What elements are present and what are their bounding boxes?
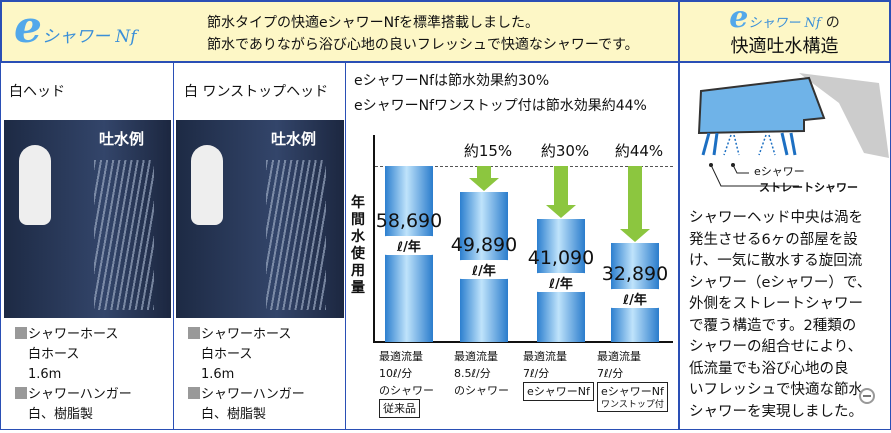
label-eshower: eシャワー [754, 165, 805, 178]
reduction-arrow-shaft [628, 166, 642, 230]
category-label: 最適流量 10ℓ/分のシャワー従来品 [379, 348, 459, 418]
category-line: 最適流量 [454, 350, 498, 363]
effect-text: eシャワーNfは節水効果約30% eシャワーNfワンストップ付は節水効果約44% [354, 69, 647, 119]
effect-line1: eシャワーNfは節水効果約30% [354, 73, 550, 89]
photo-label: 吐水例 [271, 130, 317, 148]
reduction-arrow-shaft [477, 166, 491, 179]
description-line: 発生させる6ヶの部屋を設 [689, 231, 858, 248]
description-line: で覆う構造です。2種類の [689, 317, 857, 334]
category-label: 最適流量 7ℓ/分 eシャワーNf [523, 348, 603, 401]
header-text: 節水タイプの快適eシャワーNfを標準搭載しました。 節水でありながら浴び心地の良… [207, 12, 639, 56]
description-line: 低流量でも浴び心地の良 [689, 360, 849, 377]
category-line: のシャワー [379, 384, 434, 397]
spec-list: シャワーホース 白ホース 1.6m シャワーハンガー 白、樹脂製 [188, 325, 305, 425]
bar-value-label: 49,890 [450, 234, 518, 257]
water-saving-chart-panel: eシャワーNfは節水効果約30% eシャワーNfワンストップ付は節水効果約44% [345, 62, 680, 430]
category-line: 7ℓ/分 [597, 367, 624, 380]
description-line: シャワーヘッド中央は渦を [689, 210, 863, 226]
eshower-logo: eシャワー Nf [14, 2, 137, 53]
structure-title: 快適吐水構造 [730, 36, 839, 57]
water-spray-image [94, 160, 154, 310]
description-line: け、一気に散水する旋回流 [689, 253, 863, 269]
bar-unit-label: ℓ/年 [454, 260, 514, 280]
category-line: 10ℓ/分 [379, 367, 413, 380]
category-line: のシャワー [454, 384, 509, 397]
description-line: シャワーの組合せにより、 [689, 339, 863, 355]
description-line: いフレッシュで快適な節水 [689, 382, 863, 398]
category-line: 最適流量 [379, 350, 423, 363]
product-title: 白 ワンストップヘッド [184, 84, 329, 100]
product-onestop-head: 白 ワンストップヘッド 吐水例 シャワーホース 白ホース 1.6m シャワーハン… [173, 62, 346, 430]
description-line: シャワーを実現しました。 [689, 403, 863, 420]
structure-description: シャワーヘッド中央は渦を 発生させる6ヶの部屋を設 け、一気に散水する旋回流 シャワー… [689, 208, 871, 423]
bar-unit-label: ℓ/年 [531, 272, 591, 292]
header-line1: 節水タイプの快適eシャワーNfを標準搭載しました。 [207, 15, 540, 31]
bar-value-label: 41,090 [527, 246, 595, 269]
reduction-arrow-shaft [554, 166, 568, 205]
y-axis [373, 135, 375, 343]
label-straight-shower: ストレートシャワー [759, 181, 858, 194]
reduction-arrow-head [546, 204, 576, 218]
category-tag: 従来品 [379, 399, 420, 418]
zoom-out-icon[interactable] [859, 388, 875, 404]
reduction-label: 約15% [463, 142, 513, 160]
product-white-head: 白ヘッド 吐水例 シャワーホース 白ホース 1.6m シャワーハンガー 白、樹脂… [0, 62, 174, 430]
category-tag: eシャワーNf ワンストップ付 [597, 382, 668, 412]
structure-header: eシャワー Nf の 快適吐水構造 [678, 0, 891, 63]
category-line: 7ℓ/分 [523, 367, 550, 380]
category-label: 最適流量 7ℓ/分 eシャワーNf ワンストップ付 [597, 348, 677, 412]
shower-head-diagram [697, 73, 889, 187]
water-spray-image [266, 160, 326, 310]
category-label: 最適流量 8.5ℓ/分のシャワー [454, 348, 534, 399]
bar-unit-label: ℓ/年 [605, 289, 665, 309]
eshower-logo-small: eシャワー Nf の [729, 0, 840, 35]
description-line: 外側をストレートシャワー [689, 296, 863, 312]
reduction-arrow-head [620, 229, 650, 243]
reduction-arrow-head [469, 178, 499, 192]
category-line: 最適流量 [523, 350, 567, 363]
y-axis-label: 年間水使用量 [351, 195, 365, 296]
header-banner: eシャワー Nf 節水タイプの快適eシャワーNfを標準搭載しました。 節水であり… [0, 0, 680, 63]
spec-list: シャワーホース 白ホース 1.6m シャワーハンガー 白、樹脂製 [15, 325, 132, 425]
product-title: 白ヘッド [9, 84, 65, 100]
x-axis [373, 341, 673, 343]
photo-label: 吐水例 [99, 130, 145, 148]
header-line2: 節水でありながら浴び心地の良いフレッシュで快適なシャワーです。 [207, 37, 639, 53]
shower-photo: 吐水例 [4, 120, 171, 318]
structure-panel: eシャワー ストレートシャワー シャワーヘッド中央は渦を 発生させる6ヶの部屋を設… [678, 62, 891, 430]
bar-unit-label: ℓ/年 [379, 236, 439, 255]
shower-head-image [191, 145, 223, 225]
category-line: 8.5ℓ/分 [454, 367, 491, 380]
category-tag: eシャワーNf [523, 382, 594, 401]
category-line: 最適流量 [597, 350, 641, 363]
description-line: シャワー（eシャワー）で、 [689, 274, 872, 291]
reduction-label: 約44% [614, 142, 664, 160]
bar-value-label: 58,690 [375, 210, 443, 232]
water-usage-chart: 年間水使用量 58,690 ℓ/年最適流量 10ℓ/分のシャワー従来品 49,890 ℓ… [345, 120, 680, 430]
shower-photo: 吐水例 [176, 120, 344, 318]
bar-value-label: 32,890 [601, 263, 669, 286]
effect-line2: eシャワーNfワンストップ付は節水効果約44% [354, 98, 647, 114]
reduction-label: 約30% [540, 142, 590, 160]
shower-head-image [19, 145, 51, 225]
baseline-dashed-line [375, 166, 673, 167]
